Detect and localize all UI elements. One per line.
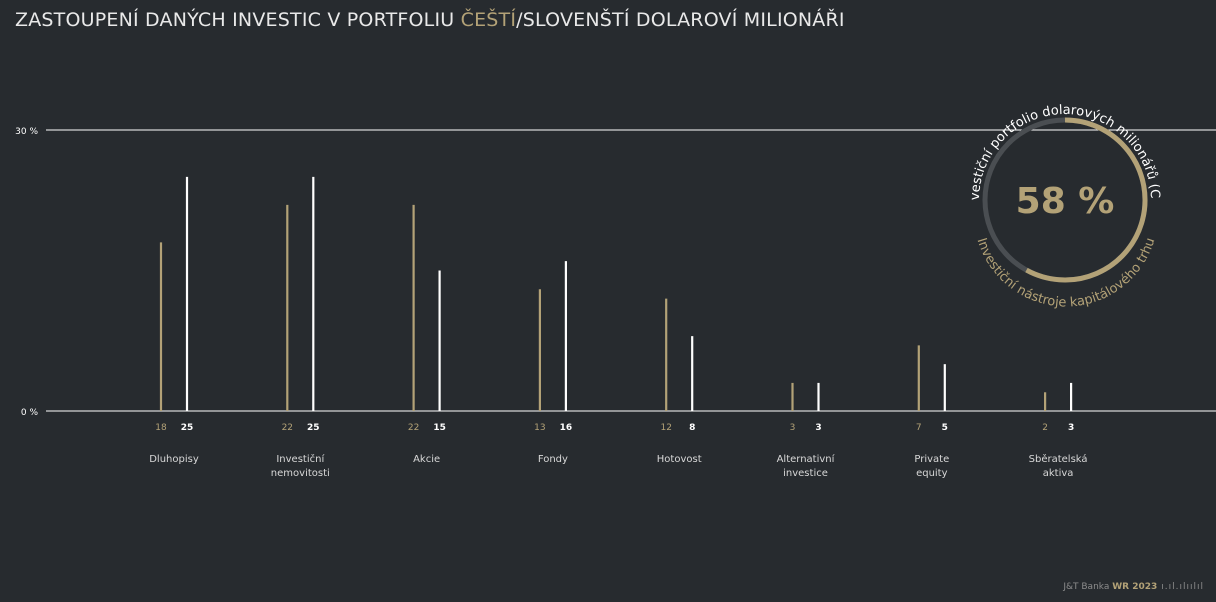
data-label: 3 <box>815 423 821 433</box>
data-label: 25 <box>307 423 320 433</box>
title-part1: ZASTOUPENÍ DANÝCH INVESTIC V PORTFOLIU <box>15 9 461 31</box>
data-label: 5 <box>942 423 948 433</box>
title-accent: ČEŠTÍ <box>460 9 517 31</box>
data-label: 12 <box>660 423 671 433</box>
footer: J&T Banka WR 2023 ı.ıl.ılıılıl <box>1063 582 1204 592</box>
data-label: 7 <box>916 423 922 433</box>
donut-outer-label: Investiční portfolio dolarových milionář… <box>0 0 1162 201</box>
category-label: Sběratelská <box>1029 453 1088 465</box>
category-label: equity <box>916 468 948 479</box>
data-label: 3 <box>1068 423 1074 433</box>
footer-brand: J&T Banka <box>1063 582 1110 592</box>
page-title: ZASTOUPENÍ DANÝCH INVESTIC V PORTFOLIU Č… <box>15 9 845 31</box>
category-label: Private <box>914 454 949 465</box>
y-tick-label: 30 % <box>15 127 38 137</box>
footer-ticks: ı.ıl.ılıılıl <box>1161 582 1204 592</box>
bars-layer <box>159 176 1073 411</box>
title-part2: /SLOVENŠTÍ DOLAROVÍ MILIONÁŘI <box>516 9 845 31</box>
data-label: 22 <box>408 423 419 433</box>
category-label: aktiva <box>1043 468 1074 479</box>
category-label: Alternativní <box>777 453 836 465</box>
data-label: 16 <box>560 423 573 433</box>
donut-chart: 58 % Investiční portfolio dolarových mil… <box>0 0 1162 311</box>
y-tick-label: 0 % <box>21 408 39 418</box>
donut-value-arc <box>1025 117 1148 283</box>
category-label: Investiční <box>276 453 325 465</box>
data-label: 18 <box>155 423 167 433</box>
category-label: nemovitosti <box>271 468 330 479</box>
data-label: 3 <box>790 423 796 433</box>
data-label: 2 <box>1042 423 1048 433</box>
data-label: 8 <box>689 423 695 433</box>
category-label: Dluhopisy <box>149 454 199 465</box>
data-label: 15 <box>433 423 446 433</box>
footer-report: WR 2023 <box>1112 582 1158 592</box>
category-label: Hotovost <box>657 454 702 465</box>
category-label: Akcie <box>413 454 440 465</box>
category-label: investice <box>783 468 828 479</box>
data-label: 22 <box>282 423 293 433</box>
axis-layer: 0 % 30 % <box>15 127 1216 418</box>
data-label: 25 <box>181 423 194 433</box>
category-label: Fondy <box>538 454 568 465</box>
data-label: 13 <box>534 423 545 433</box>
donut-value-label: 58 % <box>1016 181 1115 222</box>
